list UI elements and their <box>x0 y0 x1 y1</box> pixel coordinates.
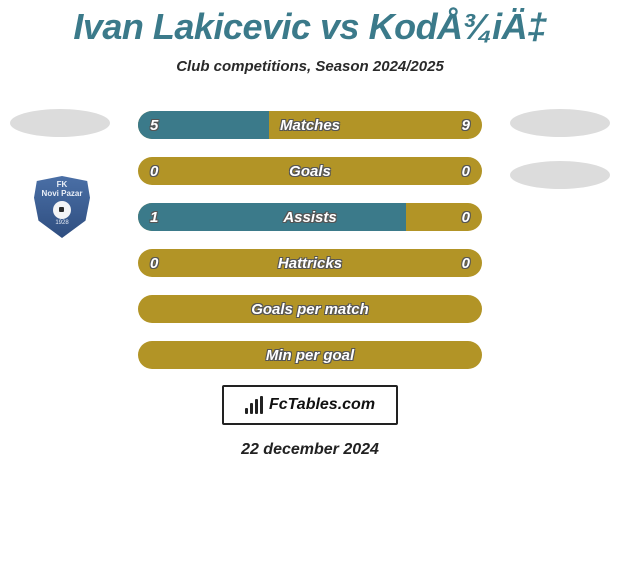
player-right-placeholder <box>510 109 610 137</box>
brand-box[interactable]: FcTables.com <box>222 385 398 425</box>
stat-row: Goals per match <box>138 295 482 323</box>
stat-row: 10Assists <box>138 203 482 231</box>
stat-label: Min per goal <box>138 347 482 364</box>
stat-row: Min per goal <box>138 341 482 369</box>
bars-chart-icon <box>245 396 263 414</box>
stat-label: Hattricks <box>138 255 482 272</box>
stat-label: Goals <box>138 163 482 180</box>
date-line: 22 december 2024 <box>0 441 620 459</box>
club-text-line2: Novi Pazar <box>42 189 83 198</box>
comparison-panel: FK Novi Pazar 1928 59Matches 00Goals 10Ass… <box>0 103 620 369</box>
player-left-placeholder <box>10 109 110 137</box>
stat-label: Goals per match <box>138 301 482 318</box>
club-text-line1: FK <box>57 180 68 189</box>
stat-row: 00Goals <box>138 157 482 185</box>
ball-icon <box>53 201 71 219</box>
left-club-badge: FK Novi Pazar 1928 <box>20 165 104 249</box>
stat-label: Matches <box>138 117 482 134</box>
stat-label: Assists <box>138 209 482 226</box>
stat-row: 00Hattricks <box>138 249 482 277</box>
page-subtitle: Club competitions, Season 2024/2025 <box>0 58 620 75</box>
stat-row: 59Matches <box>138 111 482 139</box>
stat-bars: 59Matches 00Goals 10Assists 00Hattricks Goal… <box>138 103 482 369</box>
brand-text: FcTables.com <box>269 396 375 414</box>
club-year: 1928 <box>55 220 68 226</box>
player-right-placeholder-2 <box>510 161 610 189</box>
page-title: Ivan Lakicevic vs KodÅ¾iÄ‡ <box>0 0 620 48</box>
